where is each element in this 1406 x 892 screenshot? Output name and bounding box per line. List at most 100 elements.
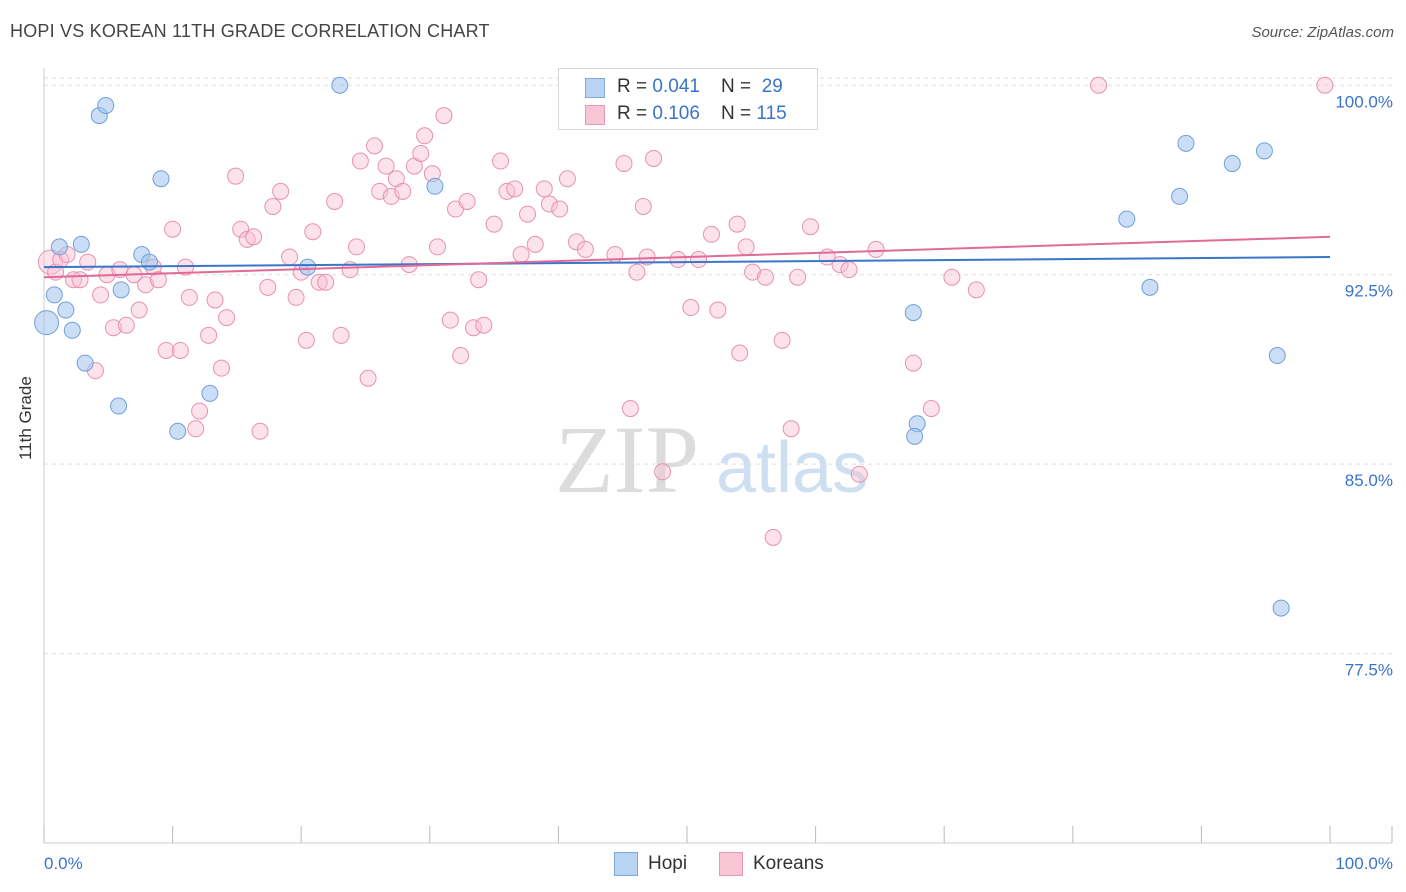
koreans-point	[943, 268, 961, 286]
hopi-point	[110, 397, 128, 415]
hopi-point	[906, 427, 924, 445]
hopi-point	[72, 235, 90, 253]
hopi-point	[331, 76, 349, 94]
koreans-point	[310, 273, 328, 291]
koreans-point	[782, 420, 800, 438]
koreans-point	[326, 192, 344, 210]
koreans-point	[621, 400, 639, 418]
axes	[43, 68, 1393, 844]
hopi-point	[57, 301, 75, 319]
koreans-point	[702, 225, 720, 243]
x-tick-label: 100.0%	[1335, 854, 1393, 873]
koreans-point	[259, 278, 277, 296]
hopi-point	[904, 304, 922, 322]
koreans-point	[227, 167, 245, 185]
hopi-point	[201, 384, 219, 402]
koreans-point	[452, 347, 470, 365]
n-label: N =	[721, 103, 757, 124]
koreans-point	[317, 273, 335, 291]
koreans-point	[558, 170, 576, 188]
chart-source: Source: ZipAtlas.com	[1251, 24, 1394, 41]
koreans-point	[251, 422, 269, 440]
hopi-point	[1255, 142, 1273, 160]
koreans-point	[634, 197, 652, 215]
y-tick-label: 92.5%	[1345, 282, 1393, 301]
r-label: R =	[617, 103, 653, 124]
y-tick-label: 77.5%	[1345, 661, 1393, 680]
koreans-point	[1090, 76, 1108, 94]
koreans-point	[764, 528, 782, 546]
koreans-point	[200, 326, 218, 344]
koreans-point	[435, 107, 453, 125]
koreans-point	[475, 316, 493, 334]
hopi-point	[426, 177, 444, 195]
koreans-point	[731, 344, 749, 362]
hopi-point	[1171, 187, 1189, 205]
koreans-point	[351, 152, 369, 170]
koreans-point	[71, 271, 89, 289]
hopi-point	[112, 281, 130, 299]
hopi-point	[299, 258, 317, 276]
koreans-point	[512, 245, 530, 263]
hopi-n-value: 29	[761, 76, 783, 97]
hopi-trendline	[43, 256, 1331, 269]
koreans-swatch	[585, 105, 605, 125]
trendlines	[43, 235, 1331, 279]
hopi-point	[1223, 155, 1241, 173]
koreans-point	[117, 316, 135, 334]
koreans-point	[157, 341, 175, 359]
koreans-point	[519, 205, 537, 223]
koreans-point	[92, 286, 110, 304]
legend-text-koreans: R = 0.106 N = 115	[617, 103, 787, 125]
koreans-point	[149, 271, 167, 289]
koreans-point	[394, 182, 412, 200]
koreans-point	[347, 238, 365, 256]
koreans-point	[441, 311, 459, 329]
watermark-zip: ZIP	[555, 406, 699, 513]
koreans-point	[429, 238, 447, 256]
hopi-point	[152, 170, 170, 188]
koreans-point	[628, 263, 646, 281]
koreans-point	[332, 326, 350, 344]
hopi-point	[1177, 134, 1195, 152]
koreans-point	[744, 263, 762, 281]
koreans-point	[1316, 76, 1334, 94]
koreans-point	[281, 248, 299, 266]
koreans-point	[654, 463, 672, 481]
bottom-legend-koreans: Koreans	[719, 852, 824, 876]
koreans-point	[164, 220, 182, 238]
koreans-point	[232, 220, 250, 238]
hopi-r-value: 0.041	[652, 76, 700, 97]
koreans-point	[272, 182, 290, 200]
stats-legend: R = 0.041 N = 29 R = 0.106 N = 115	[558, 68, 818, 130]
koreans-point	[709, 301, 727, 319]
hopi-point	[1141, 278, 1159, 296]
tick-labels: 77.5% 85.0% 92.5% 100.0% 0.0% 100.0%	[44, 92, 1393, 873]
koreans-point	[212, 359, 230, 377]
koreans-point	[264, 197, 282, 215]
gridlines	[44, 77, 1392, 655]
koreans-point	[551, 200, 569, 218]
koreans-point	[967, 281, 985, 299]
koreans-point	[526, 235, 544, 253]
koreans-point	[638, 248, 656, 266]
koreans-point	[540, 195, 558, 213]
koreans-legend-label: Koreans	[753, 853, 824, 874]
koreans-point	[801, 218, 819, 236]
koreans-point	[465, 319, 483, 337]
koreans-point	[840, 261, 858, 279]
koreans-point	[377, 157, 395, 175]
hopi-point	[45, 286, 63, 304]
koreans-point	[287, 288, 305, 306]
koreans-point	[690, 251, 708, 269]
watermark-atlas: atlas	[716, 428, 868, 508]
koreans-point	[245, 228, 263, 246]
koreans-point	[218, 309, 236, 327]
bottom-legend-hopi: Hopi	[614, 852, 687, 876]
koreans-point	[171, 341, 189, 359]
koreans-point	[130, 301, 148, 319]
y-tick-label: 100.0%	[1335, 92, 1393, 111]
koreans-point	[492, 152, 510, 170]
koreans-point	[366, 137, 384, 155]
koreans-point	[922, 400, 940, 418]
